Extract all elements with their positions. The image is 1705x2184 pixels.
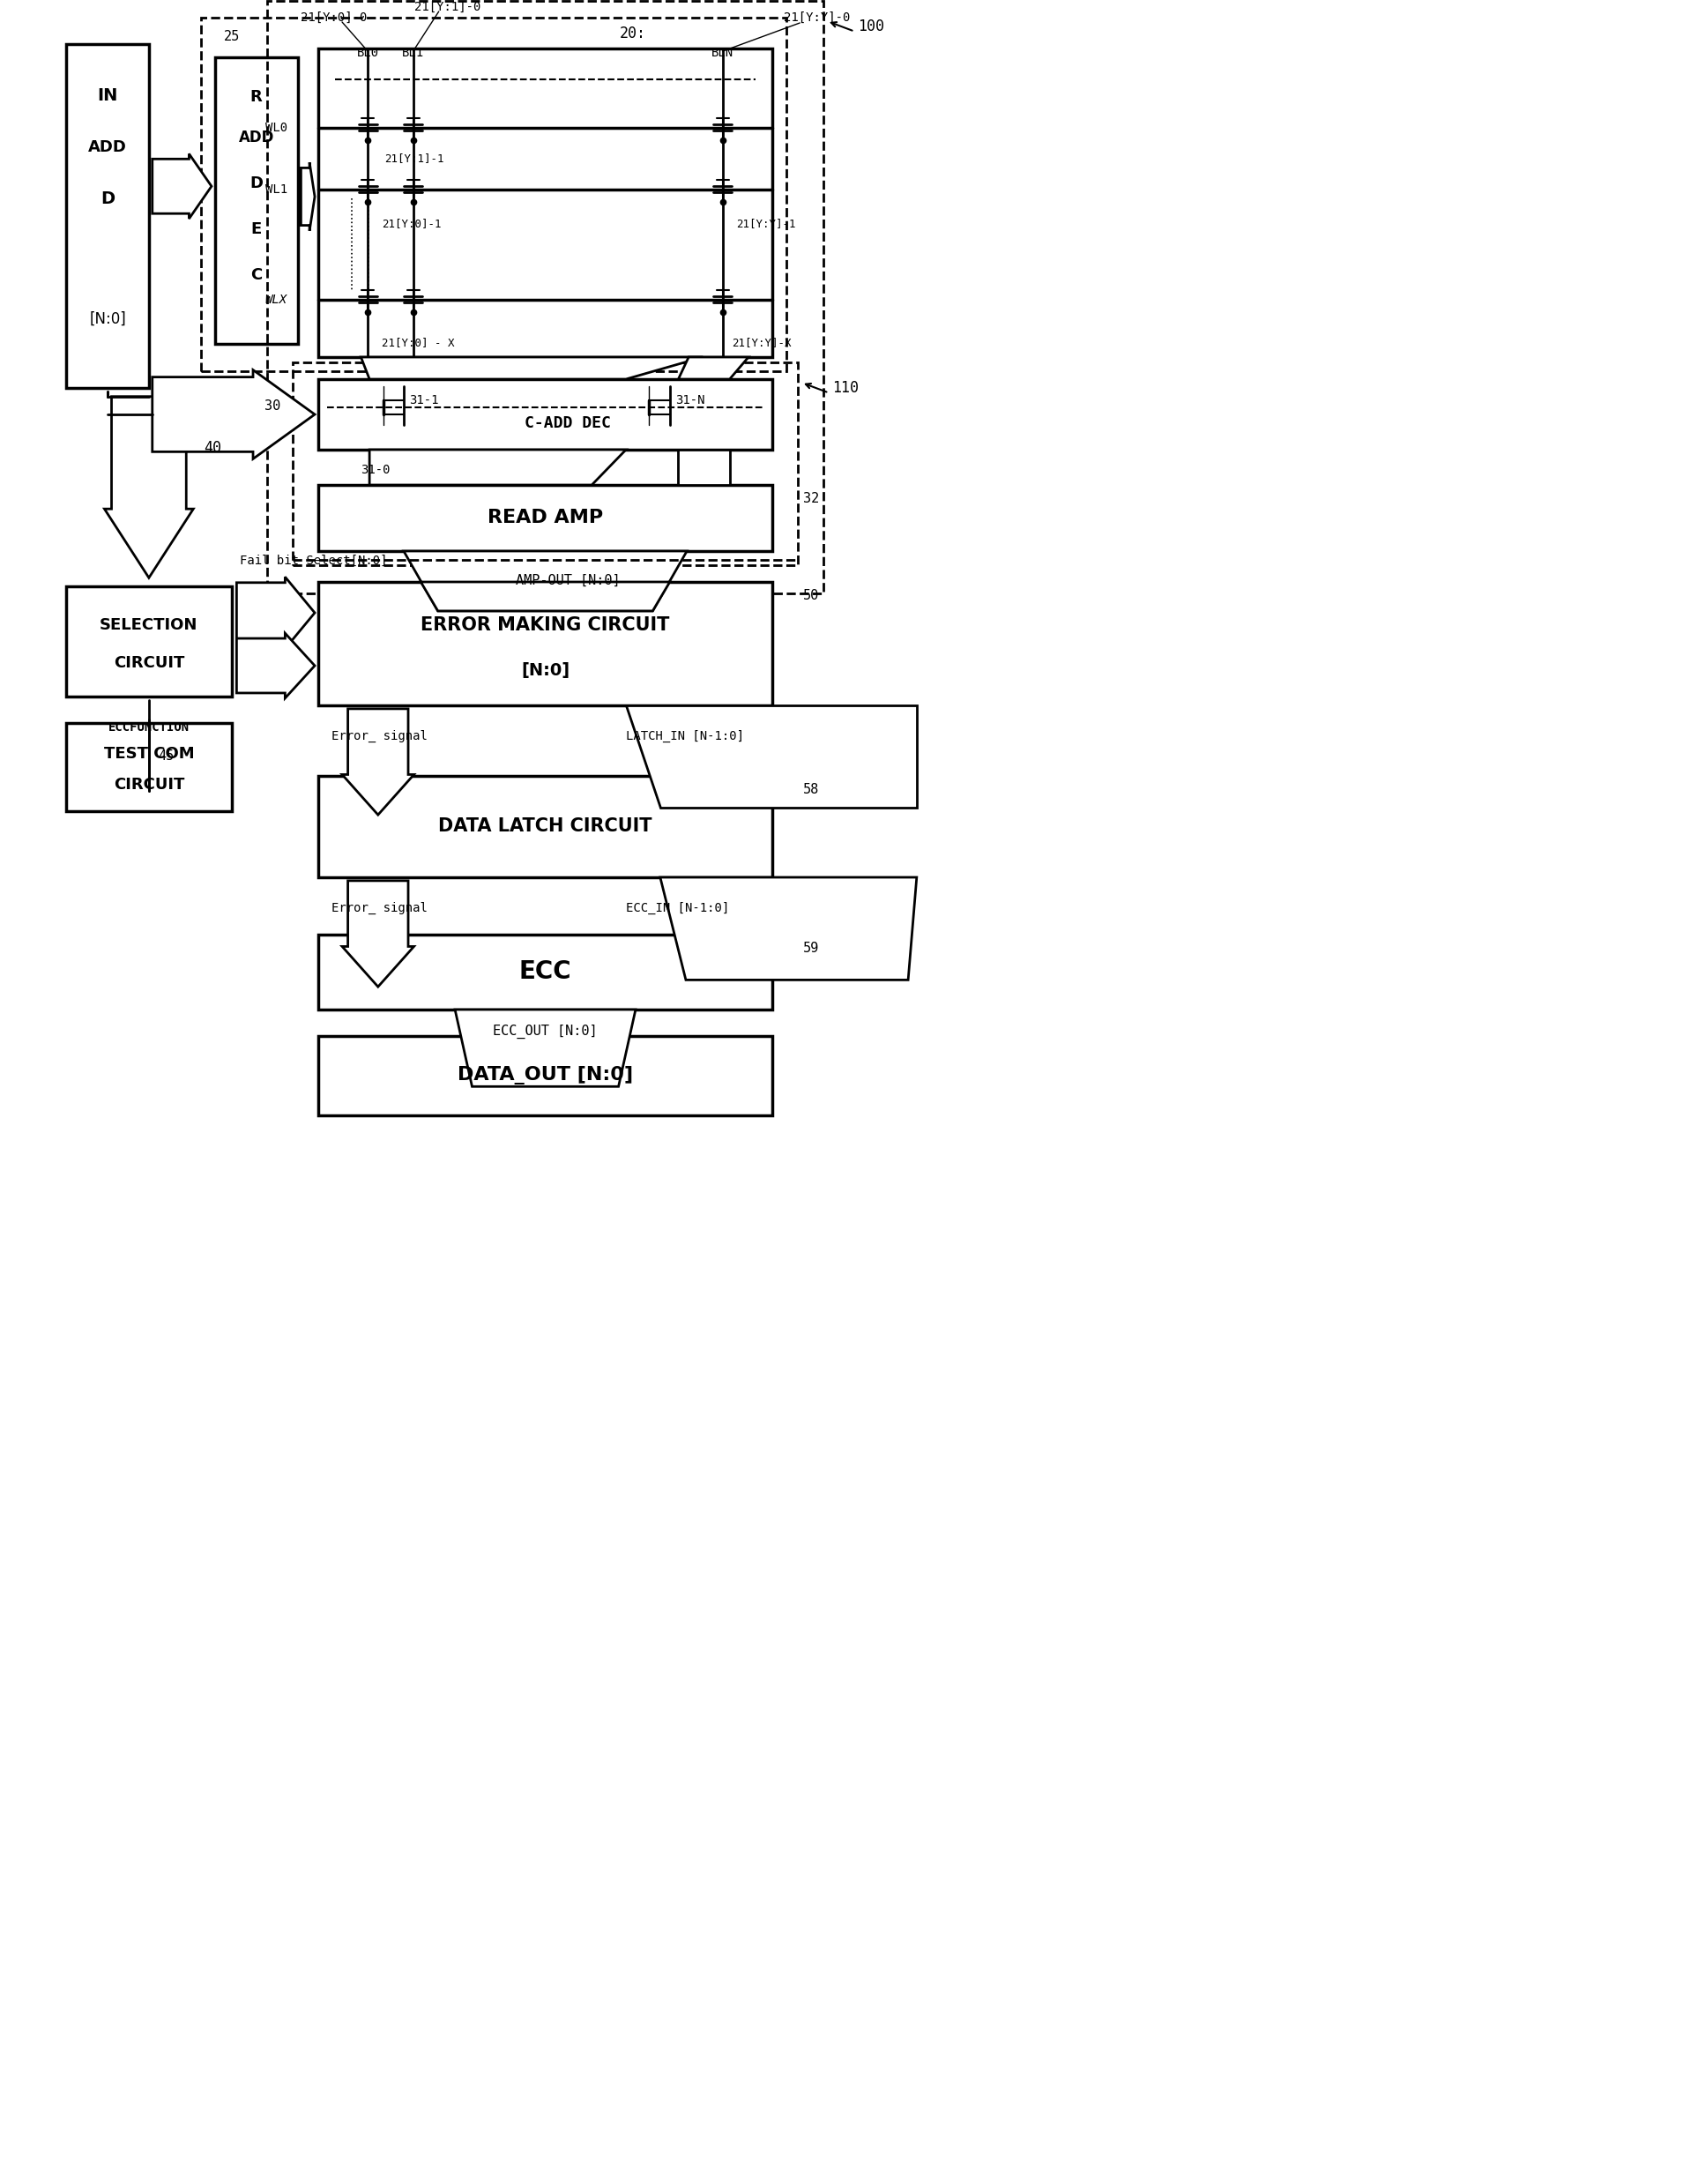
Text: 20:: 20: [619, 26, 646, 41]
Polygon shape [343, 710, 414, 815]
Bar [66, 585, 232, 697]
Text: DATA LATCH CIRCUIT: DATA LATCH CIRCUIT [438, 817, 653, 836]
Text: [N:0]: [N:0] [522, 662, 569, 679]
Text: SELECTION: SELECTION [101, 616, 198, 633]
Bar [268, 0, 824, 594]
Text: Fail bit Select[N:0]: Fail bit Select[N:0] [240, 555, 387, 568]
Text: R: R [251, 90, 263, 105]
Polygon shape [679, 450, 730, 485]
Bar [319, 581, 772, 705]
Text: BL1: BL1 [402, 46, 425, 59]
Polygon shape [343, 880, 414, 987]
Text: CIRCUIT: CIRCUIT [114, 778, 184, 793]
Text: WLX: WLX [266, 293, 288, 306]
Polygon shape [237, 633, 315, 699]
Text: BL0: BL0 [356, 46, 379, 59]
Text: 21[Y:1]-1: 21[Y:1]-1 [385, 153, 445, 164]
Polygon shape [361, 358, 702, 380]
Text: 21[Y:Y]-X: 21[Y:Y]-X [731, 336, 791, 347]
Text: 58: 58 [803, 784, 820, 797]
Text: 100: 100 [858, 17, 885, 35]
Text: 25: 25 [223, 31, 240, 44]
Text: ECC_OUT [N:0]: ECC_OUT [N:0] [493, 1024, 597, 1040]
Text: ADD: ADD [89, 140, 126, 155]
Text: ADD: ADD [239, 129, 275, 146]
Polygon shape [104, 397, 193, 579]
Text: 21[Y:1]-0: 21[Y:1]-0 [414, 0, 481, 13]
Text: D: D [249, 175, 263, 192]
Text: 50: 50 [803, 590, 820, 603]
Text: 32: 32 [803, 491, 820, 505]
Polygon shape [302, 162, 315, 232]
Text: DATA_OUT [N:0]: DATA_OUT [N:0] [457, 1066, 633, 1085]
Polygon shape [370, 450, 626, 485]
Polygon shape [421, 581, 670, 612]
Bar [319, 48, 772, 358]
Bar [215, 57, 298, 343]
Polygon shape [152, 369, 315, 459]
Polygon shape [152, 153, 211, 218]
Bar [66, 44, 148, 389]
Text: 40: 40 [203, 439, 222, 456]
Bar [201, 17, 786, 371]
Text: ERROR MAKING CIRCUIT: ERROR MAKING CIRCUIT [421, 616, 670, 633]
Text: TEST COM: TEST COM [104, 747, 194, 762]
Polygon shape [660, 878, 917, 981]
Text: 30: 30 [264, 400, 281, 413]
Polygon shape [404, 550, 687, 612]
Bar [319, 935, 772, 1009]
Text: CIRCUIT: CIRCUIT [114, 655, 184, 670]
Bar [66, 723, 232, 810]
Text: D: D [101, 190, 114, 207]
Text: 21[Y:0] - X: 21[Y:0] - X [382, 336, 454, 347]
Bar [319, 775, 772, 878]
Text: 21[Y:Y]-1: 21[Y:Y]-1 [737, 218, 796, 229]
Text: 31-0: 31-0 [361, 463, 390, 476]
Text: 59: 59 [803, 941, 820, 954]
Polygon shape [679, 358, 748, 380]
Text: AMP-OUT [N:0]: AMP-OUT [N:0] [515, 574, 621, 587]
Text: Error_ signal: Error_ signal [332, 729, 428, 743]
Text: Error_ signal: Error_ signal [332, 902, 428, 915]
Polygon shape [626, 705, 917, 808]
Text: ECC_IN [N-1:0]: ECC_IN [N-1:0] [626, 902, 730, 915]
Bar [293, 363, 798, 566]
Polygon shape [455, 1009, 636, 1085]
Text: WL0: WL0 [266, 122, 288, 133]
Text: IN: IN [97, 87, 118, 105]
Text: 21[Y:Y]-0: 21[Y:Y]-0 [784, 11, 851, 24]
Text: WL1: WL1 [266, 183, 288, 197]
Text: 45: 45 [159, 749, 174, 762]
Bar [319, 485, 772, 550]
Text: 21[Y:0]-1: 21[Y:0]-1 [382, 218, 442, 229]
Text: E: E [251, 221, 261, 238]
Text: 31-1: 31-1 [409, 393, 438, 406]
Text: BLN: BLN [711, 46, 733, 59]
Text: ECC: ECC [518, 959, 571, 985]
Text: 31-N: 31-N [675, 393, 704, 406]
Text: ECCFUNCTION: ECCFUNCTION [109, 721, 189, 734]
Text: LATCH_IN [N-1:0]: LATCH_IN [N-1:0] [626, 729, 743, 743]
Text: 110: 110 [832, 380, 859, 395]
Text: C: C [251, 266, 263, 284]
Bar [319, 1035, 772, 1116]
Text: C-ADD DEC: C-ADD DEC [525, 415, 610, 430]
Text: [N:0]: [N:0] [89, 312, 126, 328]
Text: READ AMP: READ AMP [488, 509, 604, 526]
Polygon shape [237, 577, 315, 649]
Bar [319, 380, 772, 450]
Text: 21[Y:0]-0: 21[Y:0]-0 [300, 11, 367, 24]
